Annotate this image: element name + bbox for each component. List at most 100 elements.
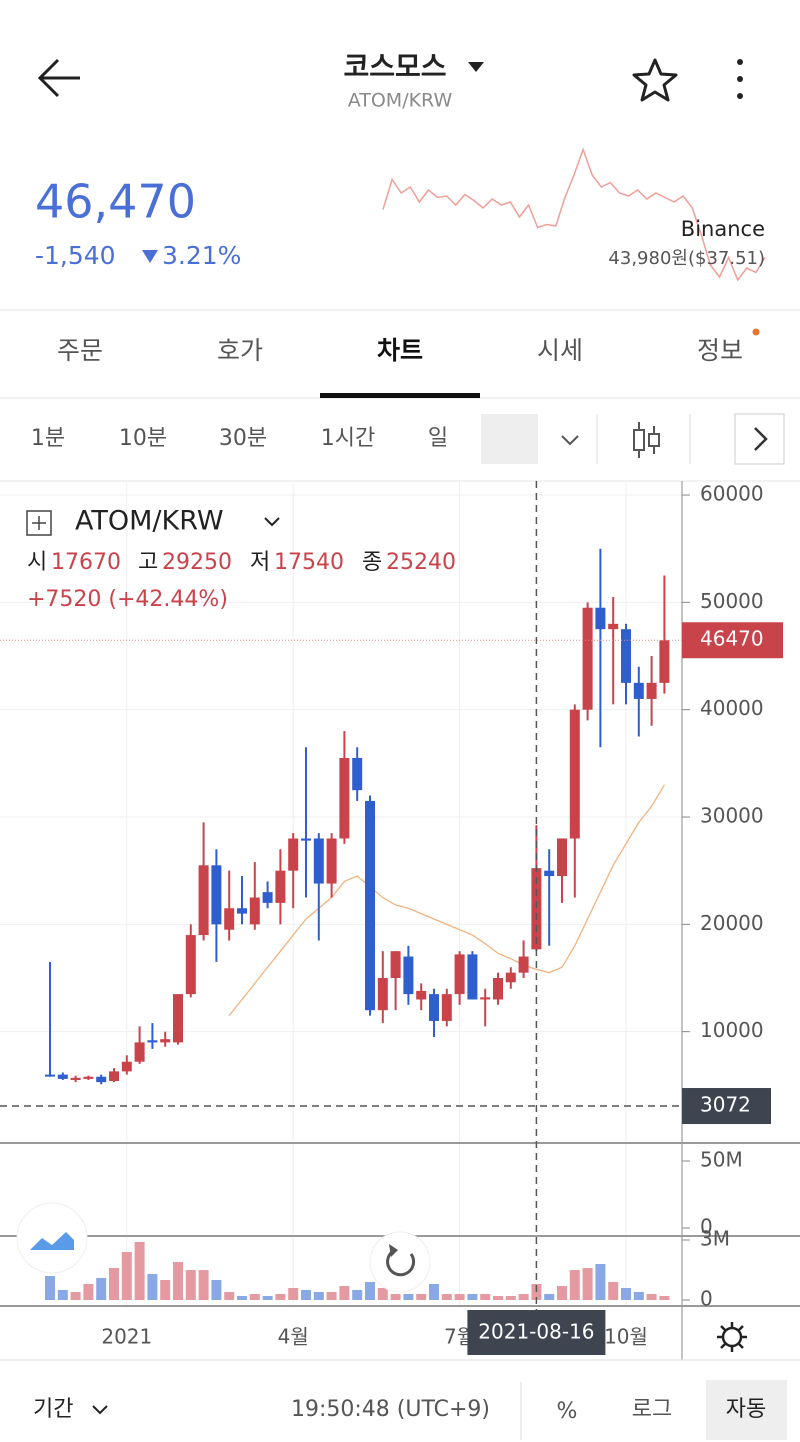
plus-icon	[32, 516, 46, 530]
exchange: Binance	[681, 217, 765, 241]
volume-bar	[249, 1294, 260, 1300]
y-tick-label: 30000	[700, 804, 764, 828]
add-indicator[interactable]	[26, 510, 52, 536]
new-dot	[752, 328, 760, 336]
interval[interactable]: 30분	[219, 426, 267, 451]
percent-button[interactable]: %	[557, 1399, 578, 1424]
candle-body	[134, 1042, 145, 1062]
volume-bar	[301, 1290, 311, 1300]
candle-body	[646, 682, 657, 699]
drawing-button[interactable]	[16, 1202, 88, 1274]
interval[interactable]: 1시간	[321, 426, 375, 451]
volume-bar	[633, 1292, 644, 1300]
sparkline	[382, 147, 766, 282]
volume-bar	[262, 1296, 273, 1300]
candle-body	[608, 623, 619, 630]
tab[interactable]: 시세	[537, 336, 583, 365]
x-tick-label: 4월	[278, 1325, 309, 1349]
interval-dropdown[interactable]	[561, 435, 579, 446]
volume-bar	[377, 1288, 388, 1300]
tab[interactable]: 차트	[377, 336, 423, 365]
favorite-button[interactable]	[632, 58, 678, 102]
chart-type-button[interactable]	[633, 422, 660, 458]
candle-body	[454, 954, 465, 995]
back-button[interactable]	[37, 58, 80, 98]
y-tick-label: 0	[700, 1287, 713, 1311]
volume-bar	[288, 1288, 299, 1300]
candle-body	[569, 709, 580, 839]
volume-bar	[595, 1264, 606, 1300]
y-tick-label: 60000	[700, 482, 764, 506]
title-dropdown[interactable]	[468, 62, 484, 72]
ohlc-value: 17670	[51, 550, 121, 575]
ohlc-value: 25240	[386, 550, 456, 575]
ohlc-label: 종	[362, 550, 382, 575]
x-tick-label: 2021	[101, 1325, 152, 1349]
candle-body	[441, 994, 452, 1021]
volume-bar	[365, 1282, 375, 1300]
x-tick-label: 10월	[604, 1325, 648, 1349]
next-icon	[754, 427, 768, 451]
volume-bar	[505, 1296, 516, 1300]
subtitle: ATOM/KRW	[348, 90, 453, 112]
candle-body	[173, 994, 183, 1043]
auto-button[interactable]: 자동	[726, 1397, 766, 1422]
volume-bar	[493, 1296, 503, 1300]
volume-bar	[211, 1280, 222, 1300]
volume-bar	[608, 1282, 619, 1300]
candle-body	[467, 954, 478, 1000]
candle-body	[198, 865, 209, 936]
candle-body	[211, 865, 222, 925]
y-tick-label: 50000	[700, 589, 764, 613]
candle-body	[249, 897, 260, 925]
volume-bar	[45, 1276, 55, 1300]
volume-bar	[185, 1270, 196, 1300]
low-badge	[682, 1088, 771, 1125]
candle-body	[96, 1076, 107, 1083]
y-tick-label: 3M	[700, 1227, 730, 1251]
ohlc-label: 고	[138, 550, 158, 575]
candle-body	[313, 838, 324, 884]
volume-bar	[646, 1294, 657, 1300]
candle-body	[109, 1071, 119, 1082]
ohlc-value: 17540	[274, 550, 344, 575]
candle-body	[70, 1077, 81, 1080]
candle-body	[429, 994, 439, 1021]
volume-bar	[83, 1284, 94, 1300]
candle-body	[301, 838, 311, 841]
symbol-dropdown[interactable]	[264, 517, 280, 527]
more-button[interactable]	[737, 59, 743, 99]
period-button[interactable]: 기간	[33, 1397, 73, 1422]
volume-bar	[582, 1268, 593, 1300]
tab[interactable]: 호가	[217, 336, 263, 365]
ohlc-label: 저	[250, 550, 270, 575]
settings-button[interactable]	[717, 1322, 747, 1352]
interval[interactable]: 10분	[119, 426, 167, 451]
y-tick-label: 40000	[700, 696, 764, 720]
candle-body	[147, 1040, 158, 1043]
last-price: 46,470	[35, 175, 196, 229]
tab[interactable]: 정보	[697, 336, 743, 365]
tab[interactable]: 주문	[57, 336, 103, 365]
volume-bar	[403, 1294, 414, 1300]
reset-button[interactable]	[369, 1231, 431, 1293]
candle-body	[57, 1074, 68, 1079]
price-change: -1,540	[35, 241, 116, 270]
candle-body	[352, 757, 363, 791]
ohlc-value: 29250	[162, 550, 232, 575]
candle-body	[582, 607, 593, 710]
log-button[interactable]: 로그	[632, 1397, 672, 1422]
candle-body	[531, 868, 542, 950]
candle-body	[224, 908, 235, 930]
candle-body	[505, 972, 516, 983]
exchange-price: 43,980원($37.51)	[608, 248, 765, 269]
interval[interactable]: 일	[428, 426, 448, 451]
volume-bar	[173, 1262, 183, 1300]
next-button[interactable]	[734, 413, 785, 465]
interval[interactable]: 1분	[31, 426, 65, 451]
candle-body	[633, 682, 644, 699]
candle-body	[237, 908, 247, 914]
volume-bar	[429, 1284, 439, 1300]
volume-bar	[339, 1286, 350, 1300]
current-price-badge	[682, 622, 783, 659]
